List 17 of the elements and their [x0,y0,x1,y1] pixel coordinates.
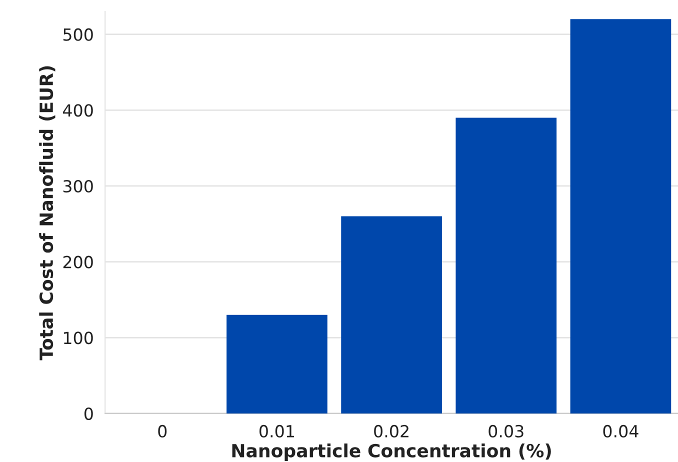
bar [226,314,328,414]
x-axis-title: Nanoparticle Concentration (%) [232,444,551,461]
y-tick-label: 500 [63,28,93,41]
y-tick-label: 300 [63,180,93,193]
bar [570,19,672,414]
bar [341,216,442,414]
y-tick-label: 100 [64,332,93,344]
x-tick-label: 0.04 [603,424,638,438]
bar [456,118,557,414]
x-tick-label: 0.03 [488,424,524,438]
y-tick-label: 0 [84,407,93,420]
y-tick-label: 400 [62,104,93,117]
x-tick-label: 0.02 [374,424,408,438]
y-tick-label: 200 [63,256,93,268]
x-tick-label: 0 [158,424,167,438]
x-tick-label: 0.01 [260,424,294,438]
y-axis-title: Total Cost of Nanofluid (EUR) [39,66,56,360]
